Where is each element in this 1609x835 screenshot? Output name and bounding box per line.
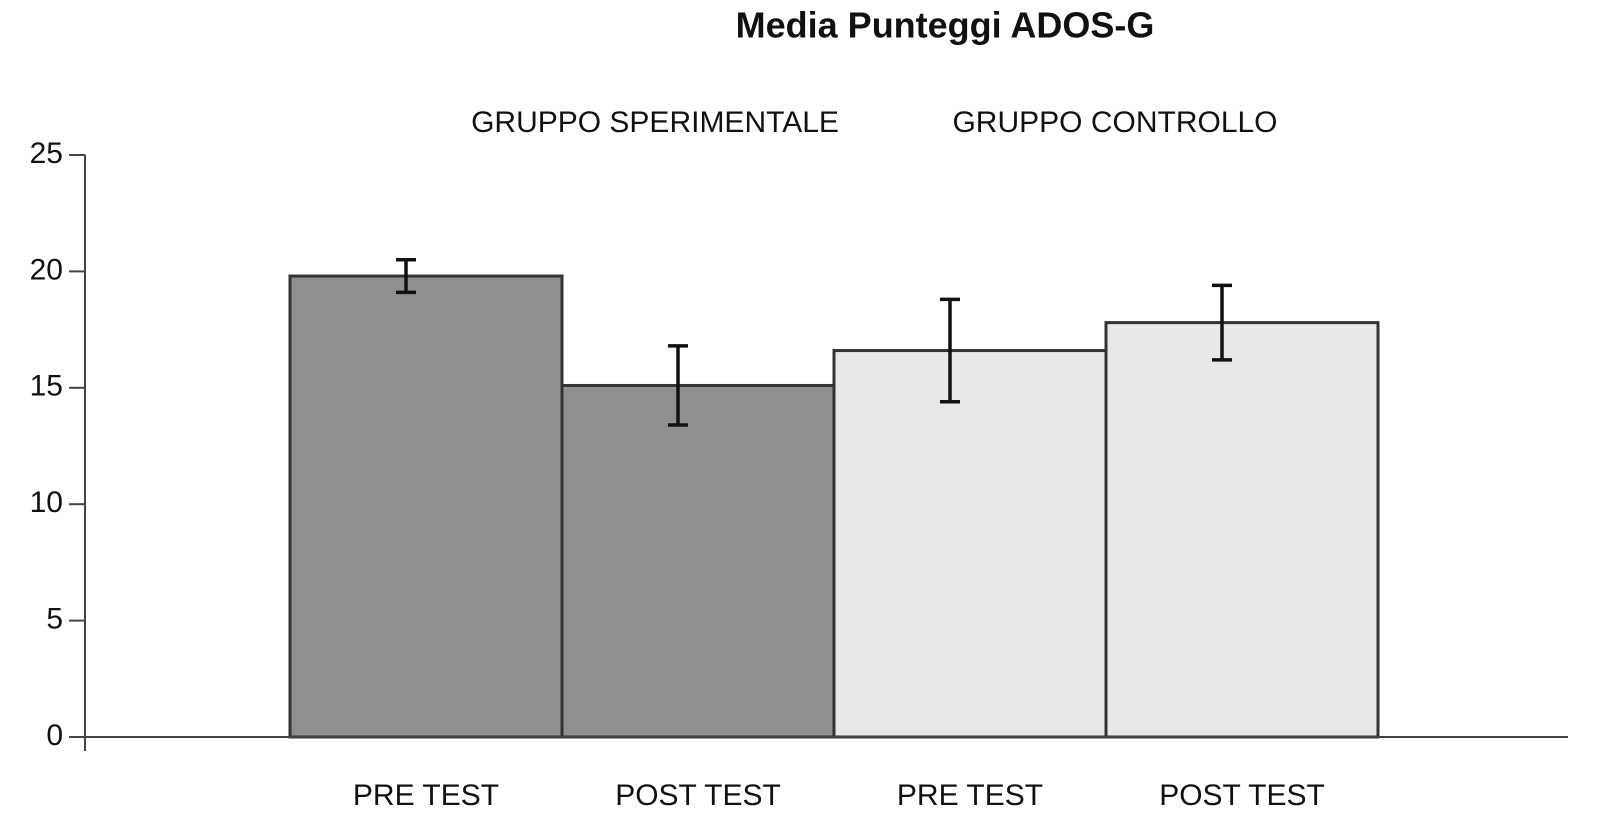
bar	[288, 274, 564, 739]
error-bar	[1212, 283, 1232, 362]
y-tick-label: 0	[46, 719, 63, 752]
x-tick-label: POST TEST	[1159, 779, 1325, 812]
y-tick-label: 5	[46, 603, 63, 636]
group-label: GRUPPO SPERIMENTALE	[471, 106, 839, 139]
y-tick-label: 15	[30, 370, 63, 403]
bar	[832, 349, 1108, 739]
bar	[560, 383, 836, 739]
y-tick-label: 10	[30, 486, 63, 519]
y-tick-label: 25	[30, 137, 63, 170]
chart-title: Media Punteggi ADOS-G	[736, 5, 1155, 46]
bar	[1104, 321, 1380, 739]
y-tick-label: 20	[30, 253, 63, 286]
x-tick-label: PRE TEST	[353, 779, 499, 812]
error-bar	[668, 344, 688, 427]
error-bar	[940, 297, 960, 404]
error-bar	[396, 258, 416, 295]
x-tick-label: POST TEST	[615, 779, 781, 812]
x-tick-label: PRE TEST	[897, 779, 1043, 812]
group-label: GRUPPO CONTROLLO	[952, 106, 1277, 139]
